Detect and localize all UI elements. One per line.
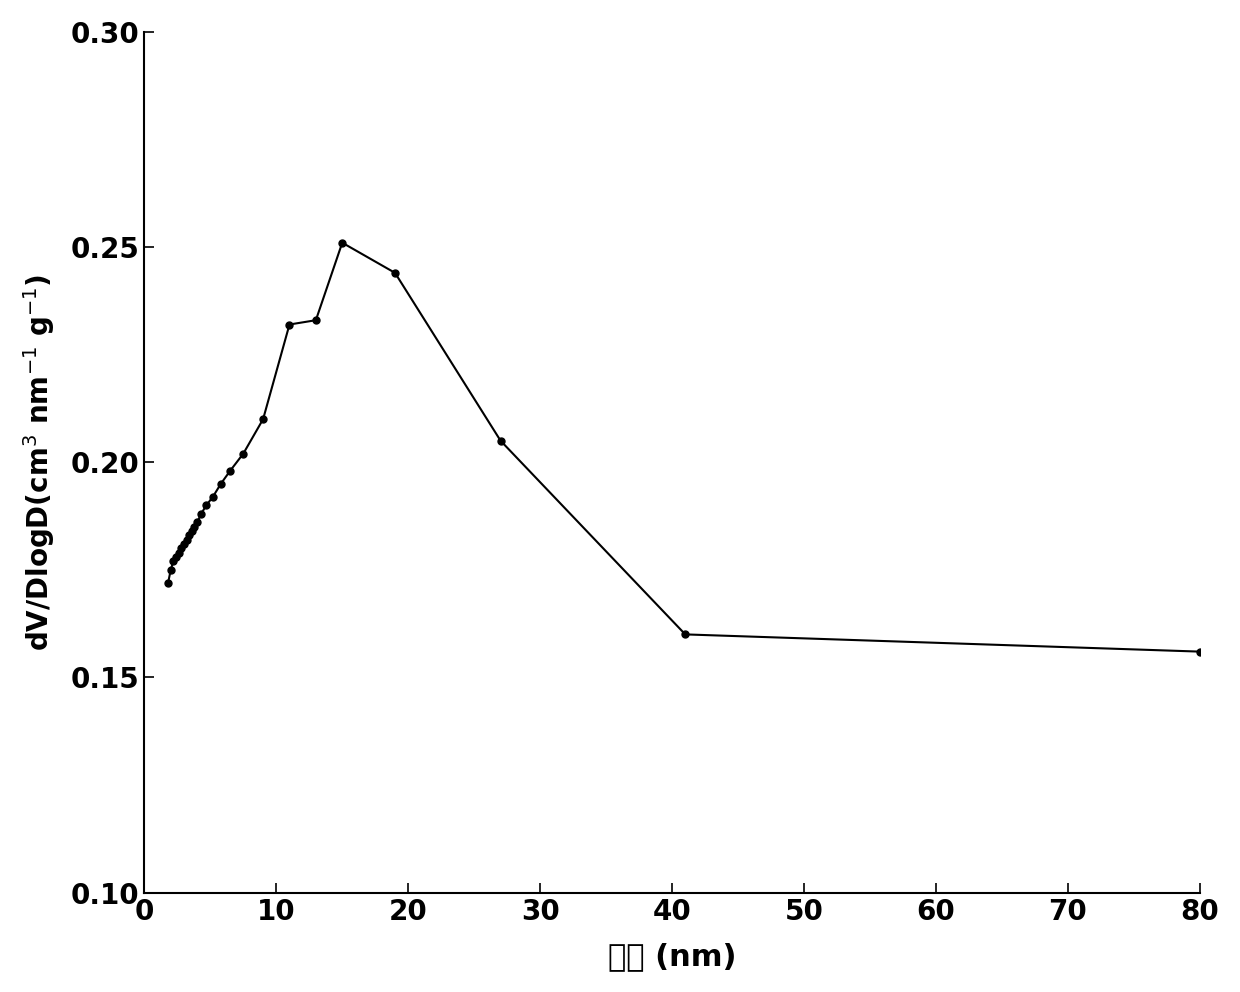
Y-axis label: dV/DlogD(cm$^3$ nm$^{-1}$ g$^{-1}$): dV/DlogD(cm$^3$ nm$^{-1}$ g$^{-1}$) — [21, 274, 57, 651]
X-axis label: 孔径 (nm): 孔径 (nm) — [608, 942, 737, 971]
